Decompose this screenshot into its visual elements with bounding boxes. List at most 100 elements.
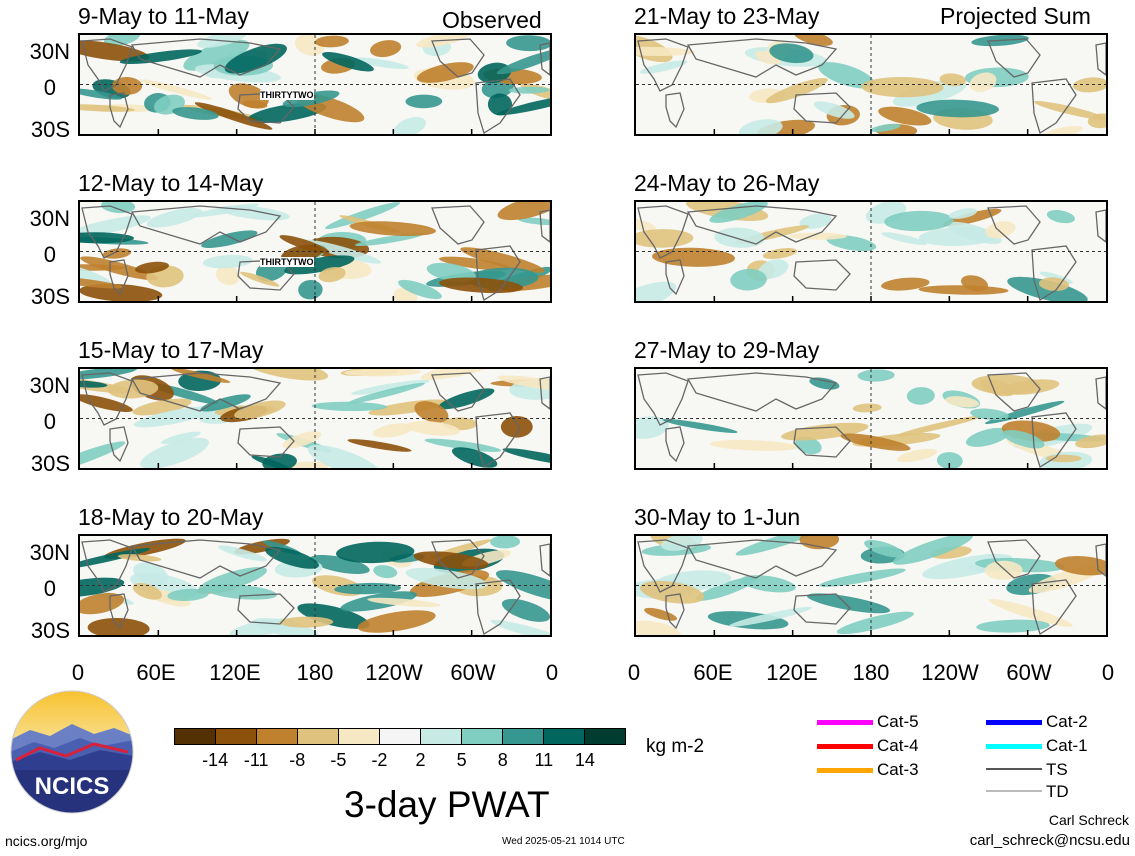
legend-label-td: TD xyxy=(1046,782,1069,801)
pwat-map xyxy=(636,202,1106,301)
pwat-anomaly xyxy=(140,437,210,468)
pwat-anomaly xyxy=(172,107,219,120)
pwat-anomaly xyxy=(80,394,133,412)
pwat-anomaly xyxy=(80,232,134,244)
coastline xyxy=(793,92,851,124)
lon-label: 0 xyxy=(1101,660,1115,685)
panel-title-left-4: 18-May to 20-May xyxy=(78,504,264,530)
coastline xyxy=(686,38,838,78)
lat-label: 30S xyxy=(30,451,70,476)
pwat-anomaly xyxy=(314,35,349,48)
lat-label: 30N xyxy=(29,373,70,398)
lon-label: 180 xyxy=(852,660,890,685)
pwat-anomaly xyxy=(200,394,251,412)
colorbar-tick-label: 2 xyxy=(415,750,426,770)
pwat-anomaly xyxy=(1033,100,1106,120)
pwat-anomaly xyxy=(132,398,192,416)
pwat-anomaly xyxy=(80,40,150,62)
legend-line-cat-2 xyxy=(986,720,1042,725)
pwat-anomaly xyxy=(946,221,1002,245)
colorbar-tick-label: -14 xyxy=(202,750,229,770)
pwat-anomaly xyxy=(352,57,409,69)
pwat-map xyxy=(80,35,550,134)
coastline xyxy=(686,205,838,245)
colorbar-cell xyxy=(543,729,584,744)
pwat-anomaly xyxy=(502,448,550,466)
pwat-anomaly xyxy=(336,541,415,564)
legend-line-td xyxy=(986,790,1042,792)
lon-label: 120E xyxy=(209,660,261,685)
coastline xyxy=(431,539,485,579)
pwat-anomaly xyxy=(240,271,280,287)
pwat-anomaly xyxy=(439,256,510,271)
pwat-anomaly xyxy=(309,554,370,575)
pwat-anomaly xyxy=(988,598,1073,627)
pwat-anomaly xyxy=(640,580,705,604)
pwat-anomaly xyxy=(738,119,783,134)
pwat-anomaly xyxy=(806,593,891,614)
pwat-anomaly xyxy=(948,208,978,219)
colorbar-tick-label: 14 xyxy=(574,750,595,770)
coastline xyxy=(130,205,282,245)
pwat-anomaly xyxy=(943,208,1002,227)
map-panel-projected-1 xyxy=(634,33,1108,136)
legend-label-cat-4: Cat-4 xyxy=(877,736,919,755)
coastline xyxy=(475,412,521,468)
pwat-anomaly xyxy=(916,99,999,118)
pwat-anomaly xyxy=(965,427,1010,447)
colorbar-tick-label: -5 xyxy=(330,750,347,770)
lat-label: 30N xyxy=(29,206,70,231)
panel-title-right-4: 30-May to 1-Jun xyxy=(634,504,801,530)
lon-label: 60E xyxy=(693,660,733,685)
lon-label: 0 xyxy=(627,660,641,685)
pwat-anomaly xyxy=(298,279,323,300)
pwat-anomaly xyxy=(500,415,533,438)
pwat-anomaly xyxy=(439,277,524,294)
pwat-anomaly xyxy=(367,597,441,608)
pwat-anomaly xyxy=(197,35,247,48)
footer-author: Carl Schreck xyxy=(1048,812,1129,828)
pwat-anomaly xyxy=(279,235,330,254)
pwat-anomaly xyxy=(984,560,1023,580)
footer-email[interactable]: carl_schreck@ncsu.edu xyxy=(969,832,1130,849)
coastline xyxy=(1031,245,1077,301)
lat-label: 30S xyxy=(30,284,70,309)
coastline xyxy=(1031,412,1077,468)
pwat-anomaly xyxy=(262,453,297,468)
legend-label-ts: TS xyxy=(1046,760,1068,779)
pwat-anomaly xyxy=(1038,277,1070,291)
pwat-anomaly xyxy=(133,562,169,586)
panel-title-right-3: 27-May to 29-May xyxy=(634,337,820,363)
pwat-anomaly xyxy=(183,39,250,71)
pwat-anomaly xyxy=(167,588,209,602)
pwat-anomaly xyxy=(347,439,412,452)
legend-label-cat-5: Cat-5 xyxy=(877,712,919,731)
pwat-anomaly xyxy=(710,439,799,451)
pwat-anomaly xyxy=(224,43,287,74)
coastline xyxy=(686,539,838,579)
pwat-anomaly xyxy=(215,265,241,286)
coastline xyxy=(130,38,282,78)
pwat-anomaly xyxy=(80,276,123,289)
pwat-anomaly xyxy=(730,268,767,291)
pwat-anomaly xyxy=(497,202,550,221)
pwat-map xyxy=(80,369,550,468)
footer-url[interactable]: ncics.org/mjo xyxy=(5,833,88,849)
pwat-anomaly xyxy=(894,415,982,437)
coastline xyxy=(665,426,685,463)
pwat-anomaly xyxy=(636,281,677,301)
projected-sum-label: Projected Sum xyxy=(940,3,1091,29)
pwat-map xyxy=(636,369,1106,468)
pwat-anomaly xyxy=(133,406,217,428)
colorbar-cell xyxy=(256,729,297,744)
lat-label: 0 xyxy=(43,576,56,601)
pwat-anomaly xyxy=(80,592,125,615)
pwat-anomaly xyxy=(80,441,126,468)
pwat-anomaly xyxy=(103,35,141,47)
pwat-anomaly xyxy=(662,419,738,433)
pwat-anomaly xyxy=(87,617,150,635)
coastline xyxy=(686,372,838,412)
pwat-anomaly xyxy=(789,232,847,240)
pwat-anomaly xyxy=(809,377,840,390)
pwat-anomaly xyxy=(939,73,967,87)
